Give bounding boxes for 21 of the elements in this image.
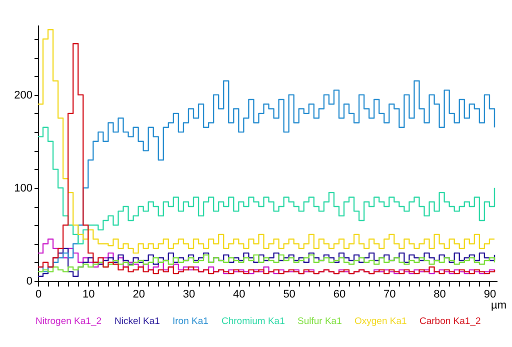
- y-tick-label: 100: [14, 182, 32, 194]
- text: Oxygen Ka1: [354, 316, 407, 328]
- y-tick-label: 0: [26, 276, 32, 288]
- x-tick-label: 50: [283, 288, 296, 300]
- x-tick-label: 60: [333, 288, 346, 300]
- x-tick-label: 10: [82, 288, 95, 300]
- x-tick-label: 20: [132, 288, 145, 300]
- x-tick-label: 0: [35, 288, 42, 300]
- text: Chromium Ka1: [222, 316, 285, 328]
- x-axis-title: µm: [490, 300, 506, 312]
- text: Iron Ka1: [172, 316, 208, 328]
- text: Carbon Ka1_2: [420, 316, 481, 328]
- x-tick-label: 70: [384, 288, 396, 300]
- text: Sulfur Ka1: [298, 316, 342, 328]
- x-tick-label: 40: [233, 288, 246, 300]
- x-tick-label: 90: [484, 288, 496, 300]
- x-tick-label: 80: [434, 288, 446, 300]
- y-tick-label: 200: [14, 89, 32, 102]
- x-tick-label: 30: [182, 288, 196, 300]
- text: Nitrogen Ka1_2: [36, 316, 102, 328]
- text: Nickel Ka1: [114, 316, 160, 328]
